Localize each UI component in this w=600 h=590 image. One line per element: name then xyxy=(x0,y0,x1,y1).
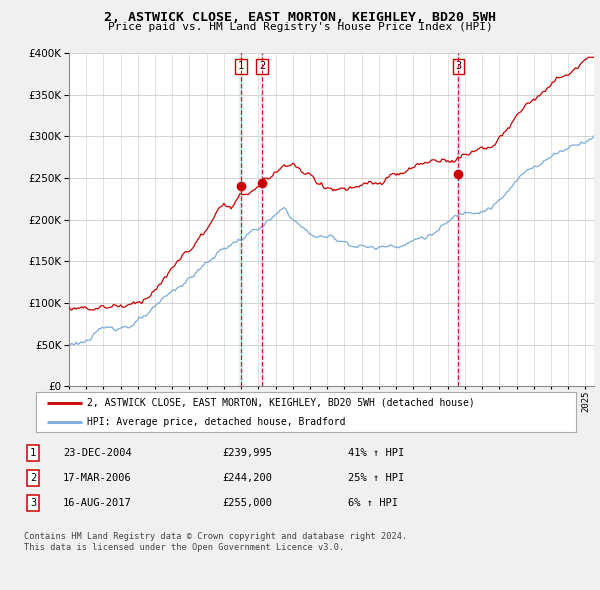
Text: 1: 1 xyxy=(30,448,36,458)
Text: HPI: Average price, detached house, Bradford: HPI: Average price, detached house, Brad… xyxy=(88,417,346,427)
Text: 17-MAR-2006: 17-MAR-2006 xyxy=(63,473,132,483)
Text: 3: 3 xyxy=(30,498,36,507)
Text: Contains HM Land Registry data © Crown copyright and database right 2024.
This d: Contains HM Land Registry data © Crown c… xyxy=(24,532,407,552)
Text: 23-DEC-2004: 23-DEC-2004 xyxy=(63,448,132,458)
Text: £255,000: £255,000 xyxy=(222,498,272,507)
Bar xyxy=(239,53,242,386)
Text: 41% ↑ HPI: 41% ↑ HPI xyxy=(348,448,404,458)
Bar xyxy=(457,53,460,386)
Text: Price paid vs. HM Land Registry's House Price Index (HPI): Price paid vs. HM Land Registry's House … xyxy=(107,22,493,32)
Text: 2, ASTWICK CLOSE, EAST MORTON, KEIGHLEY, BD20 5WH: 2, ASTWICK CLOSE, EAST MORTON, KEIGHLEY,… xyxy=(104,11,496,24)
Text: 2: 2 xyxy=(30,473,36,483)
Text: 16-AUG-2017: 16-AUG-2017 xyxy=(63,498,132,507)
Bar xyxy=(260,53,263,386)
Text: £239,995: £239,995 xyxy=(222,448,272,458)
Text: 2, ASTWICK CLOSE, EAST MORTON, KEIGHLEY, BD20 5WH (detached house): 2, ASTWICK CLOSE, EAST MORTON, KEIGHLEY,… xyxy=(88,398,475,408)
Text: 6% ↑ HPI: 6% ↑ HPI xyxy=(348,498,398,507)
Text: 2: 2 xyxy=(259,61,265,71)
Text: 1: 1 xyxy=(238,61,244,71)
Text: 25% ↑ HPI: 25% ↑ HPI xyxy=(348,473,404,483)
Text: 3: 3 xyxy=(455,61,461,71)
Text: £244,200: £244,200 xyxy=(222,473,272,483)
